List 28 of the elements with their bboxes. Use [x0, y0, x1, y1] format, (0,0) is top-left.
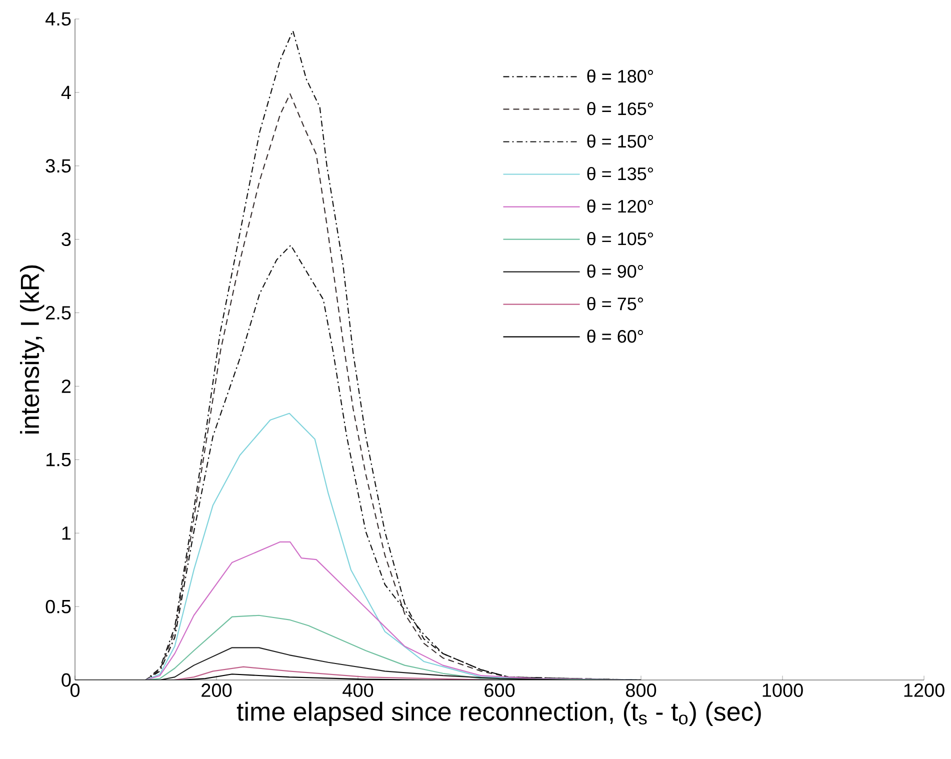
x-tick-label: 600 — [484, 684, 515, 697]
y-tick-label: 1 — [62, 526, 71, 540]
x-axis-title: time elapsed since reconnection, (t$_{s}$ - t$_{o}$) (sec) — [236, 702, 761, 726]
legend-label: θ = 135° — [587, 167, 653, 180]
y-tick-label: 3 — [62, 232, 71, 246]
y-axis-title: intensity, I (kR) — [20, 265, 44, 434]
y-tick-label: 4 — [61, 86, 71, 99]
legend-label: θ = 180° — [587, 69, 653, 83]
y-tick-label: 2 — [62, 380, 71, 393]
x-tick-label: 800 — [626, 684, 656, 697]
legend-label: θ = 165° — [587, 102, 653, 116]
x-tick-label: 400 — [342, 684, 374, 697]
x-tick-label: 200 — [202, 684, 232, 697]
y-tick-label: 4.5 — [46, 12, 71, 26]
x-tick-label: 0 — [70, 684, 80, 697]
legend-label: θ = 105° — [587, 232, 653, 246]
y-tick-label: 2.5 — [46, 306, 71, 320]
x-tick-label: 1200 — [904, 684, 944, 697]
legend-label: θ = 60° — [587, 330, 643, 343]
y-tick-label: 0.5 — [46, 600, 71, 614]
legend-label: θ = 150° — [587, 134, 653, 148]
y-tick-label: 3.5 — [46, 159, 71, 173]
x-tick-label: 1000 — [762, 684, 803, 697]
legend-label: θ = 75° — [587, 297, 643, 310]
y-tick-label: 1.5 — [46, 453, 71, 466]
legend-label: θ = 120° — [587, 200, 653, 213]
legend-label: θ = 90° — [587, 264, 643, 278]
y-tick-label: 0 — [62, 673, 71, 687]
